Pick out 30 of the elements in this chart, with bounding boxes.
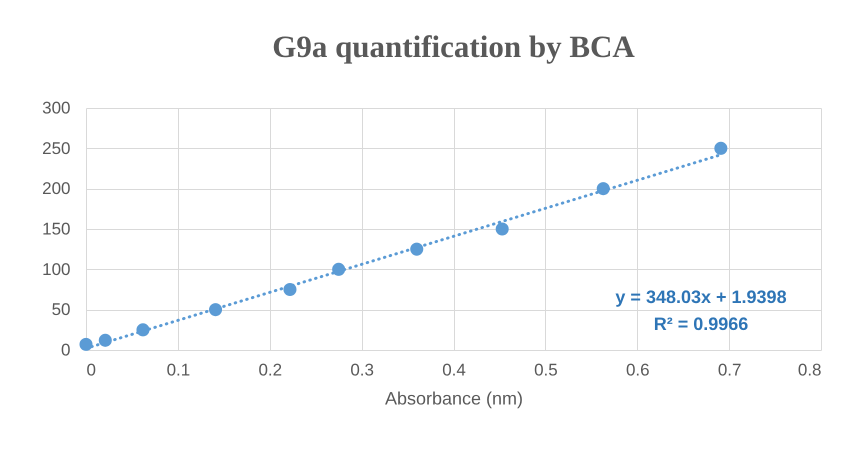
x-tick-label: 0.6 bbox=[626, 360, 650, 380]
point bbox=[98, 334, 112, 347]
y-tick-label: 100 bbox=[42, 260, 70, 279]
point bbox=[714, 142, 728, 155]
point bbox=[136, 323, 150, 336]
x-tick-label: 0.8 bbox=[798, 360, 822, 380]
y-tick-label: 150 bbox=[42, 220, 70, 238]
point bbox=[209, 303, 222, 316]
annotation: R² = 0.9966 bbox=[654, 314, 748, 334]
point bbox=[596, 182, 610, 196]
y-tick-label: 0 bbox=[61, 340, 70, 360]
y-tick-label: 200 bbox=[42, 179, 70, 198]
y-tick-label: 50 bbox=[52, 300, 70, 320]
x-tick-label: 0.5 bbox=[534, 360, 558, 380]
point bbox=[79, 338, 93, 351]
annotation: y = 348.03x + 1.9398 bbox=[615, 287, 787, 307]
y-tick-label: 250 bbox=[42, 138, 70, 158]
point bbox=[283, 282, 296, 296]
x-axis-title: Absorbance (nm) bbox=[384, 388, 524, 408]
x-tick-label: 0.3 bbox=[350, 360, 374, 380]
x-tick-label: 0.4 bbox=[442, 360, 466, 380]
x-tick-label: 0.7 bbox=[718, 360, 742, 380]
y-tick-label: 300 bbox=[42, 98, 70, 118]
x-tick-label: 0 bbox=[86, 360, 96, 380]
x-tick-label: 0.2 bbox=[258, 360, 282, 380]
point bbox=[496, 222, 509, 236]
point bbox=[410, 242, 424, 256]
chart-title: G9a quantification by BCA bbox=[272, 29, 636, 64]
point bbox=[332, 262, 346, 276]
x-tick-label: 0.1 bbox=[166, 360, 190, 380]
